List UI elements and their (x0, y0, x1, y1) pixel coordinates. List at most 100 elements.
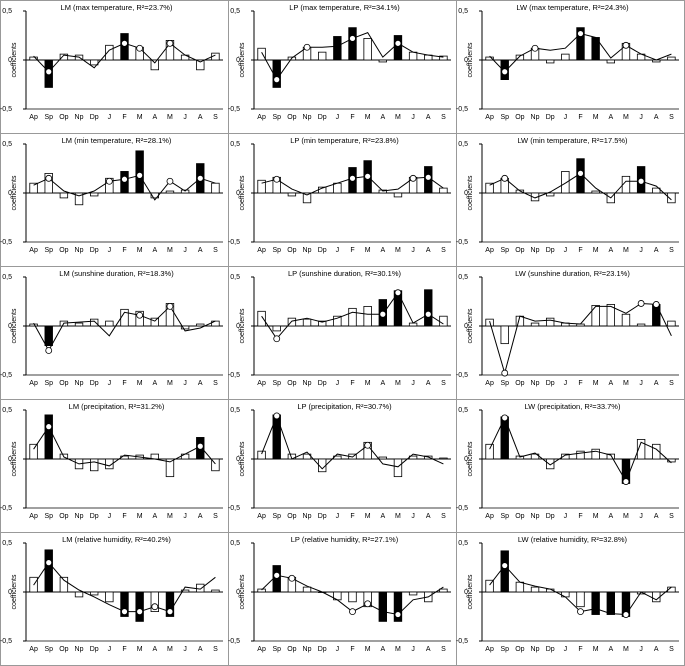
bar (44, 172, 53, 194)
bar (500, 325, 509, 345)
marker-point (166, 302, 174, 310)
x-tick-label: Dp (90, 646, 99, 653)
chart-panel: 0,5 0 -0,5 coefficients LW (max temperature,… (456, 3, 679, 121)
x-tick-label: Np (531, 513, 540, 520)
x-tick-label: Op (287, 380, 296, 387)
x-tick-label: F (122, 380, 126, 387)
marker-point (136, 311, 144, 319)
marker-point (273, 412, 281, 420)
bar (165, 591, 175, 617)
bar (621, 313, 631, 327)
x-tick-label: Op (59, 247, 68, 254)
x-tick-label: J (564, 114, 568, 121)
bar (348, 307, 357, 327)
x-tick-label: Np (75, 247, 84, 254)
bar (59, 53, 69, 61)
y-tick-label: 0 (236, 190, 240, 197)
chart-title: LP (max temperature, R²=34.1%) (289, 3, 400, 12)
marker-point (105, 177, 113, 185)
bar (576, 27, 585, 61)
x-tick-label: J (411, 247, 415, 254)
bar (257, 179, 266, 194)
x-tick-label: Op (287, 247, 296, 254)
x-tick-label: Op (59, 380, 68, 387)
x-tick-label: M (395, 380, 401, 387)
chart-panel: 0,5 0 -0,5 coefficients LM (precipitation, R… (0, 402, 223, 520)
bar (318, 320, 327, 327)
y-tick-label: 0,5 (458, 540, 468, 547)
marker-point (577, 169, 584, 177)
x-tick-label: Sp (44, 513, 53, 520)
bar (90, 458, 99, 472)
marker-point (45, 559, 53, 566)
x-tick-label: Ap (257, 114, 266, 121)
marker-point (394, 39, 402, 47)
bar (515, 54, 525, 61)
bar (120, 591, 129, 617)
bar (591, 305, 600, 327)
model-line (489, 416, 672, 483)
x-tick-label: S (441, 380, 446, 387)
x-tick-label: S (213, 513, 218, 520)
x-tick-label: Dp (546, 513, 555, 520)
bar (211, 182, 220, 194)
bar (211, 458, 220, 472)
x-tick-label: F (350, 513, 354, 520)
x-tick-label: Dp (546, 114, 555, 121)
x-tick-label: M (593, 513, 599, 520)
x-tick-label: J (639, 380, 643, 387)
x-tick-label: J (108, 114, 112, 121)
y-tick-label: 0,5 (2, 540, 12, 547)
bar (378, 456, 387, 460)
y-tick-label: -0,5 (456, 638, 468, 645)
x-tick-label: Np (531, 646, 540, 653)
x-tick-label: J (564, 247, 568, 254)
bar (74, 591, 84, 598)
bar (485, 579, 494, 593)
x-tick-label: M (593, 114, 599, 121)
marker-point (637, 177, 645, 185)
y-tick-label: -0,5 (456, 372, 468, 379)
chart-title: LP (relative humidity, R²=27.1%) (291, 535, 399, 544)
bar (439, 187, 448, 194)
x-tick-label: M (137, 114, 143, 121)
x-tick-label: Ap (29, 114, 38, 121)
x-tick-label: Op (515, 513, 524, 520)
x-tick-label: A (152, 247, 157, 254)
x-tick-label: A (608, 646, 613, 653)
x-tick-label: F (122, 646, 126, 653)
marker-point (45, 174, 53, 182)
x-tick-label: A (654, 646, 659, 653)
marker-point (45, 68, 53, 76)
bar (150, 317, 159, 327)
x-tick-label: Dp (90, 247, 99, 254)
y-tick-label: 0,5 (2, 141, 12, 148)
bar (287, 317, 297, 327)
chart-panel: 0,5 0 -0,5 coefficients LW (precipitation, R… (456, 402, 679, 520)
chart-panel: 0,5 0 -0,5 coefficients LP (max temperature,… (228, 3, 451, 121)
marker-point (622, 41, 630, 49)
bar (576, 591, 585, 608)
bar (561, 591, 570, 598)
y-axis-label: coefficients (11, 308, 18, 343)
bar (257, 47, 266, 61)
chart-panel: 0,5 0 -0,5 coefficients LM (sunshine duratio… (0, 269, 223, 387)
y-axis-label: coefficients (11, 42, 18, 77)
x-tick-label: A (426, 513, 431, 520)
x-tick-label: Ap (257, 646, 266, 653)
y-tick-label: -0,5 (456, 106, 468, 113)
marker-point (501, 369, 509, 377)
x-tick-label: Np (531, 247, 540, 254)
y-tick-label: 0 (464, 589, 468, 596)
y-tick-label: -0,5 (228, 372, 240, 379)
marker-point (622, 611, 630, 618)
bar (363, 305, 372, 327)
x-tick-label: F (122, 513, 126, 520)
bar (408, 51, 418, 61)
x-tick-label: Ap (29, 380, 38, 387)
chart-title: LW (min temperature, R²=17.5%) (517, 136, 628, 145)
x-tick-label: A (654, 114, 659, 121)
marker-point (349, 35, 356, 42)
x-tick-label: J (183, 380, 187, 387)
model-line (489, 302, 672, 375)
